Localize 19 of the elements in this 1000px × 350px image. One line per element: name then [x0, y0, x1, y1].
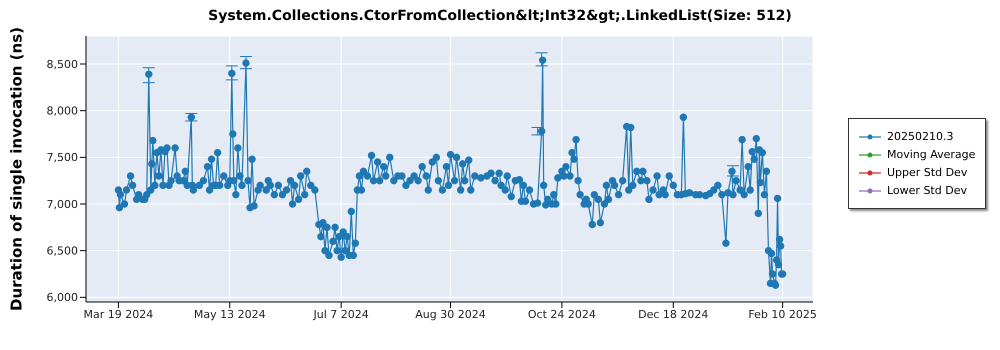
legend-label: Moving Average	[887, 148, 976, 161]
x-tick-label: Mar 19 2024	[84, 308, 154, 321]
y-tick-label: 6,000	[46, 291, 78, 304]
chart-title: System.Collections.CtorFromCollection&lt;Int32&gt;.LinkedList(Size: 512)	[207, 8, 793, 24]
y-tick-label: 8,500	[46, 58, 78, 71]
x-tick-label: Feb 10 2025	[748, 308, 817, 321]
legend-label: Upper Std Dev	[887, 166, 968, 179]
x-tick-label: Dec 18 2024	[638, 308, 708, 321]
legend-label: Lower Std Dev	[887, 184, 967, 197]
y-tick-label: 8,000	[46, 104, 78, 118]
y-tick-label: 6,500	[46, 244, 78, 258]
x-tick-label: Jul 7 2024	[312, 308, 369, 321]
y-tick-label: 7,500	[46, 151, 78, 164]
x-tick-label: Oct 24 2024	[528, 308, 596, 321]
x-tick-label: Aug 30 2024	[415, 308, 486, 321]
y-axis-title: Duration of single invocation (ns)	[7, 27, 26, 311]
legend-label: 20250210.3	[887, 130, 954, 143]
y-tick-label: 7,000	[46, 198, 78, 211]
x-tick-label: May 13 2024	[194, 308, 266, 321]
